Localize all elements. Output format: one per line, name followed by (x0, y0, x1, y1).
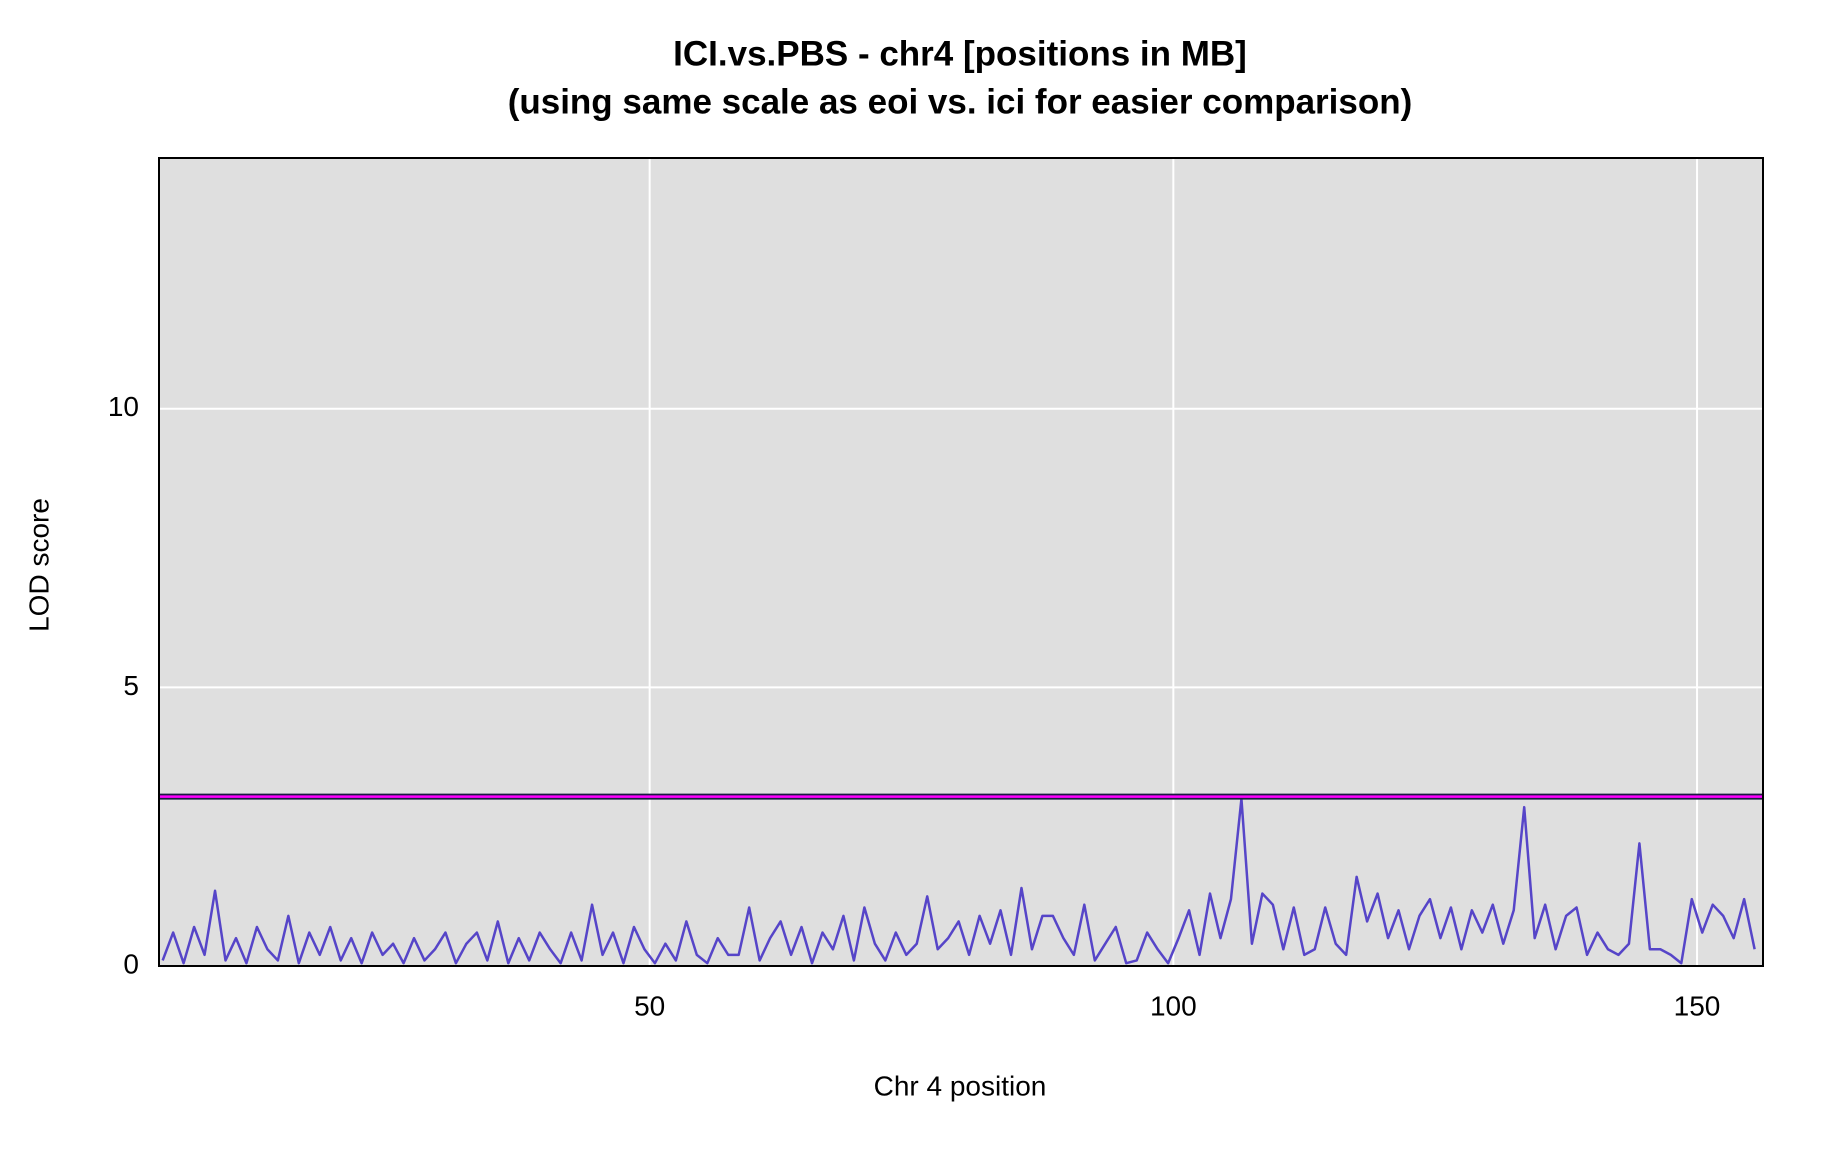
y-axis-label: LOD score (23, 498, 54, 632)
y-tick-label: 0 (123, 948, 139, 979)
y-tick-label: 5 (123, 670, 139, 701)
plot-background (159, 158, 1763, 966)
x-axis-label: Chr 4 position (874, 1070, 1047, 1101)
x-tick-label: 150 (1674, 990, 1721, 1021)
chart-title: ICI.vs.PBS - chr4 [positions in MB] (673, 34, 1247, 73)
x-tick-label: 50 (634, 990, 665, 1021)
plot-frame (158, 157, 1764, 967)
y-tick-label: 10 (108, 391, 139, 422)
chart-subtitle: (using same scale as eoi vs. ici for eas… (508, 82, 1413, 121)
x-tick-label: 100 (1150, 990, 1197, 1021)
lod-line (161, 797, 1756, 965)
